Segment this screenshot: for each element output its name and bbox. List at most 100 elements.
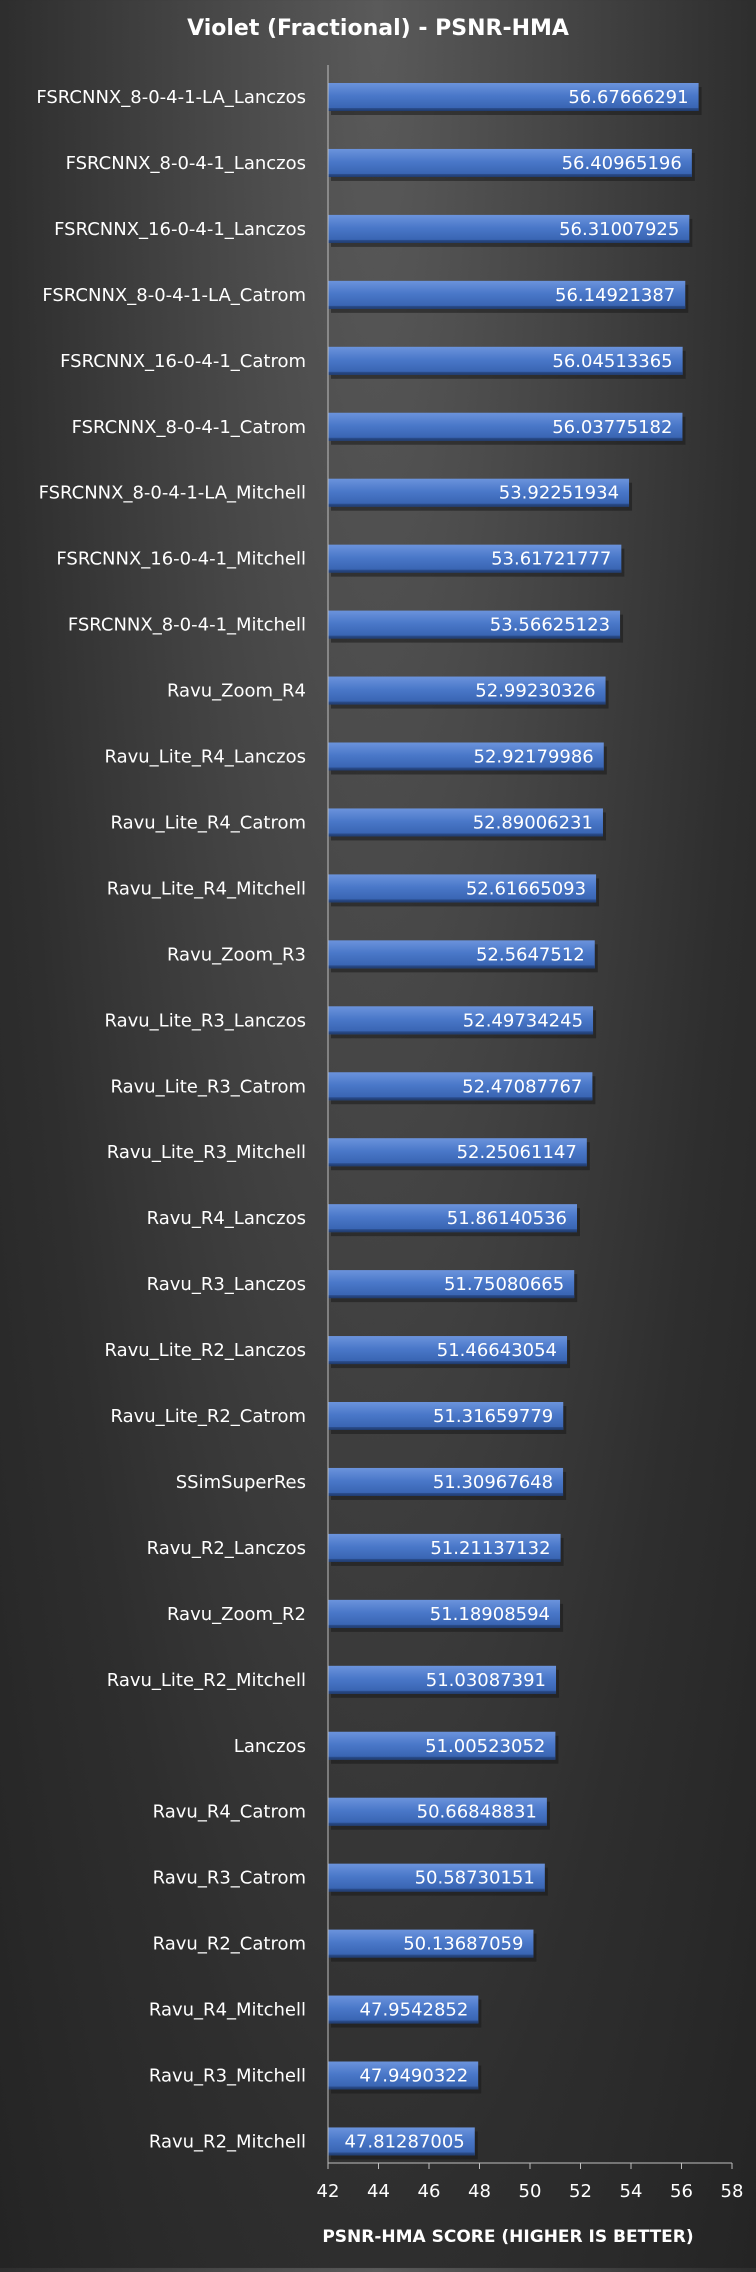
category-label: Ravu_R4_Catrom	[153, 1802, 306, 1823]
x-axis: 42 44 46 48 50 52 54 56 58	[317, 65, 744, 2202]
bar	[328, 148, 692, 177]
bar	[328, 412, 683, 441]
category-label: Ravu_Lite_R3_Catrom	[110, 1076, 306, 1097]
data-label: 56.40965196	[562, 153, 682, 174]
bar-edge	[328, 701, 606, 705]
data-label: 50.13687059	[403, 1934, 523, 1955]
x-tick-label: 46	[418, 2181, 441, 2202]
data-label: 56.03775182	[552, 417, 672, 438]
bar-edge	[328, 108, 699, 111]
data-label: 51.30967648	[433, 1472, 553, 1493]
x-tick-label: 50	[519, 2181, 542, 2202]
bar	[328, 1006, 594, 1035]
bar-edge	[328, 899, 597, 903]
bar-edge	[328, 2086, 479, 2090]
category-label: Ravu_R2_Lanczos	[147, 1538, 306, 1559]
bar-edge	[328, 1624, 561, 1628]
bar-group: Ravu_Lite_R4_Catrom 52.89006231	[110, 808, 606, 841]
bar-edge	[328, 2020, 479, 2024]
data-label: 51.03087391	[426, 1670, 546, 1691]
data-label: 56.14921387	[555, 285, 675, 306]
data-label: 50.66848831	[417, 1802, 537, 1823]
x-tick-label: 48	[468, 2181, 491, 2202]
x-tick-label: 56	[670, 2181, 693, 2202]
bar-group: FSRCNNX_8-0-4-1_Catrom 56.03775182	[72, 412, 686, 445]
bar-edge	[328, 767, 604, 771]
bar	[328, 1467, 564, 1496]
category-label: FSRCNNX_16-0-4-1_Mitchell	[56, 549, 306, 570]
data-label: 52.92179986	[474, 747, 594, 768]
bar	[328, 1995, 479, 2024]
category-label: Ravu_Lite_R4_Catrom	[110, 812, 306, 833]
bar	[328, 1731, 556, 1760]
data-label: 51.75080665	[444, 1274, 564, 1295]
bar-group: FSRCNNX_16-0-4-1_Lanczos 56.31007925	[54, 214, 693, 247]
bar	[328, 1072, 593, 1101]
bar-group: FSRCNNX_16-0-4-1_Catrom 56.04513365	[60, 346, 686, 379]
x-tick-label: 58	[721, 2181, 744, 2202]
data-label: 52.89006231	[473, 812, 593, 833]
category-label: FSRCNNX_8-0-4-1-LA_Catrom	[42, 285, 306, 306]
data-label: 52.47087767	[462, 1076, 582, 1097]
data-label: 53.56625123	[490, 615, 610, 636]
bar-edge	[328, 1031, 594, 1035]
category-label: FSRCNNX_8-0-4-1_Lanczos	[66, 153, 306, 174]
category-label: Ravu_R3_Catrom	[153, 1868, 306, 1889]
bar-edge	[328, 1558, 561, 1562]
bar-group: FSRCNNX_8-0-4-1-LA_Catrom 56.14921387	[42, 280, 689, 313]
category-label: Ravu_Lite_R3_Lanczos	[104, 1010, 306, 1031]
bar	[328, 742, 604, 771]
bar-edge	[328, 1163, 587, 1167]
bar	[328, 676, 606, 705]
bar-edge	[328, 1756, 556, 1760]
category-label: FSRCNNX_8-0-4-1_Catrom	[72, 417, 306, 438]
bar-group: Ravu_R2_Catrom 50.13687059	[153, 1929, 537, 1962]
bar-edge	[328, 1492, 564, 1496]
category-label: Ravu_Lite_R2_Catrom	[110, 1406, 306, 1427]
data-label: 51.00523052	[425, 1736, 545, 1757]
bar-edge	[328, 1888, 545, 1892]
bar-group: Ravu_R3_Lanczos 51.75080665	[147, 1270, 578, 1303]
data-label: 51.86140536	[447, 1208, 567, 1229]
bar-group: Ravu_Lite_R2_Lanczos 51.46643054	[104, 1336, 571, 1369]
bar-edge	[328, 635, 621, 639]
category-label: Lanczos	[234, 1736, 306, 1757]
bar-edge	[328, 503, 630, 507]
bar-group: Ravu_Lite_R2_Catrom 51.31659779	[110, 1402, 567, 1434]
category-label: FSRCNNX_8-0-4-1-LA_Lanczos	[36, 87, 306, 108]
bar-edge	[328, 965, 595, 969]
data-label: 51.31659779	[433, 1406, 553, 1427]
data-label: 51.21137132	[430, 1538, 550, 1559]
bar-group: Ravu_R4_Mitchell 47.9542852	[149, 1995, 482, 2028]
category-label: FSRCNNX_16-0-4-1_Catrom	[60, 351, 306, 372]
bar	[328, 1599, 561, 1628]
chart-title: Violet (Fractional) - PSNR-HMA	[187, 16, 569, 41]
bar-group: Ravu_Zoom_R2 51.18908594	[167, 1599, 564, 1632]
bar	[328, 214, 690, 243]
bar-group: Ravu_Lite_R3_Lanczos 52.49734245	[104, 1006, 597, 1039]
data-label: 51.46643054	[437, 1340, 557, 1361]
bar-edge	[328, 239, 690, 243]
category-label: Ravu_Lite_R4_Lanczos	[104, 747, 306, 768]
category-label: Ravu_R3_Lanczos	[147, 1274, 306, 1295]
bar-group: FSRCNNX_16-0-4-1_Mitchell 53.61721777	[56, 544, 625, 577]
bar	[328, 1402, 564, 1430]
bar	[328, 1665, 557, 1694]
category-label: Ravu_R4_Mitchell	[149, 2000, 306, 2021]
x-tick-label: 52	[569, 2181, 592, 2202]
category-label: Ravu_R2_Catrom	[153, 1934, 306, 1955]
category-label: Ravu_R2_Mitchell	[149, 2131, 306, 2152]
x-tick-label: 42	[317, 2181, 340, 2202]
data-label: 56.04513365	[552, 351, 672, 372]
data-label: 53.61721777	[491, 549, 611, 570]
bar-edge	[328, 2152, 475, 2156]
bar-group: FSRCNNX_8-0-4-1-LA_Mitchell 53.92251934	[39, 478, 633, 511]
bar	[328, 1270, 575, 1299]
data-label: 52.61665093	[466, 878, 586, 899]
bar-group: Ravu_Lite_R4_Lanczos 52.92179986	[104, 742, 607, 775]
bar-group: SSimSuperRes 51.30967648	[176, 1467, 567, 1500]
data-label: 52.5647512	[476, 944, 585, 965]
bar-group: Ravu_R4_Lanczos 51.86140536	[147, 1204, 581, 1237]
